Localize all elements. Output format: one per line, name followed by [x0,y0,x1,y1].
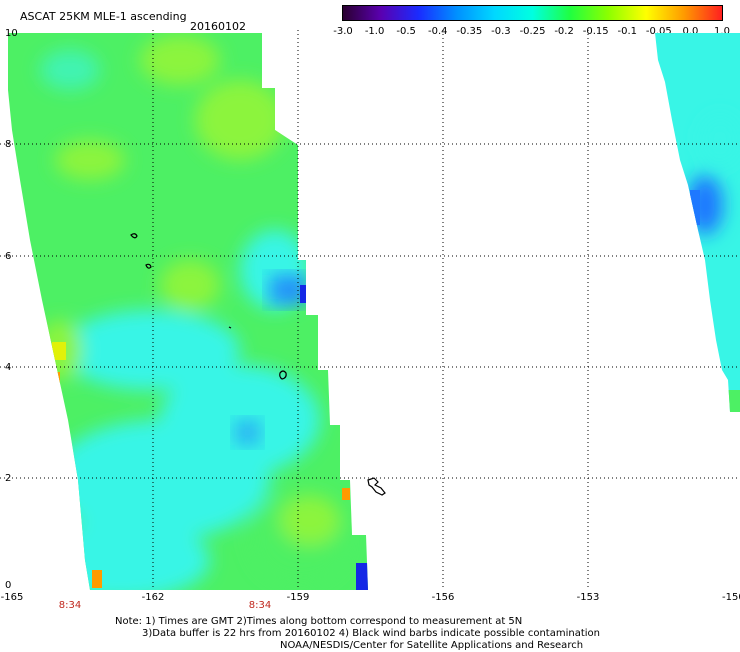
swath-right [655,33,740,412]
lat-label-10: 10 [5,28,18,39]
lon-label-153: -153 [576,592,600,603]
footnote-line-2: 3)Data buffer is 22 hrs from 20160102 4)… [142,628,600,639]
colorbar-tick-label: -1.0 [364,26,385,37]
time-label-left: 8:34 [58,600,82,611]
graticule [0,30,740,590]
lon-label-159: -159 [286,592,310,603]
lon-label-162: -162 [141,592,165,603]
map-date: 20160102 [190,20,246,33]
lat-label-2: 2 [5,473,12,484]
colorbar [342,5,723,21]
colorbar-tick-label: -0.5 [396,26,416,37]
time-label-right: 8:34 [248,600,272,611]
lat-label-8: 8 [5,139,12,150]
lon-label-150: -150 [722,592,740,603]
footnote: Note: 1) Times are GMT 2)Times along bot… [115,616,600,652]
lat-label-4: 4 [5,362,12,373]
colorbar-tick-label: -0.2 [554,26,574,37]
lat-label-0: 0 [5,580,12,591]
colorbar-tick-label: -0.1 [617,26,638,37]
colorbar-tick-label: -0.05 [645,26,672,37]
island-outlines [130,233,386,496]
colorbar-tick-label: -3.0 [333,26,353,37]
footnote-line-3: NOAA/NESDIS/Center for Satellite Applica… [280,640,584,651]
swath-left [8,33,368,590]
colorbar-tick-label: 0.0 [682,26,699,37]
colorbar-tick-label: -0.4 [427,26,448,37]
colorbar-tick-label: -0.35 [456,26,483,37]
lon-label-165: -165 [0,592,24,603]
colorbar-tick-label: -0.3 [491,26,511,37]
colorbar-tick-label: 1.0 [714,26,730,37]
lon-label-156: -156 [431,592,455,603]
colorbar-tick-label: -0.15 [582,26,609,37]
map-title: ASCAT 25KM MLE-1 ascending [20,10,187,23]
footnote-line-1: Note: 1) Times are GMT 2)Times along bot… [115,616,523,627]
lat-label-6: 6 [5,251,12,262]
colorbar-tick-label: -0.25 [519,26,546,37]
